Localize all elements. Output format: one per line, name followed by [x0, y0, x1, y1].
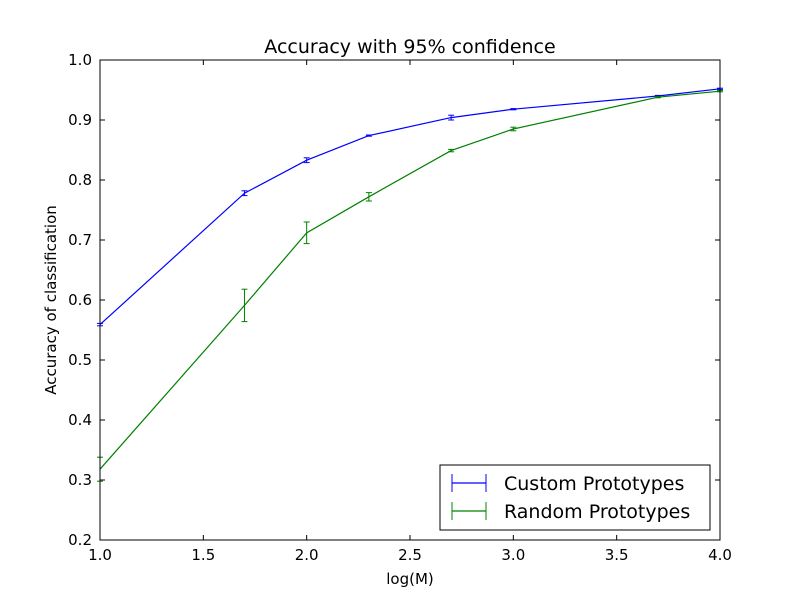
- x-tick-label: 3.5: [605, 546, 629, 564]
- legend-handle-1: [451, 502, 487, 520]
- plot-area: [97, 87, 723, 482]
- error-bar: [303, 221, 310, 245]
- error-bar: [241, 190, 248, 197]
- error-bar: [510, 108, 517, 111]
- y-tick-label: 0.9: [68, 111, 92, 129]
- y-tick-label: 0.6: [68, 291, 92, 309]
- y-tick-label: 0.7: [68, 231, 92, 249]
- y-tick-label: 0.8: [68, 171, 92, 189]
- legend-handle-0: [451, 474, 487, 492]
- chart-title: Accuracy with 95% confidence: [264, 36, 555, 58]
- error-bar: [365, 134, 372, 137]
- x-tick-label: 2.5: [398, 546, 422, 564]
- error-bar: [365, 192, 372, 202]
- y-tick-label: 0.2: [68, 531, 92, 549]
- x-tick-label: 1.5: [191, 546, 215, 564]
- error-bar: [448, 148, 455, 153]
- series-line-1: [99, 90, 721, 470]
- error-bar: [241, 288, 248, 323]
- y-tick-label: 0.5: [68, 351, 92, 369]
- legend-box: [439, 464, 711, 531]
- y-tick-label: 1.0: [68, 51, 92, 69]
- y-tick-label: 0.3: [68, 471, 92, 489]
- x-tick-label: 2.0: [295, 546, 319, 564]
- legend-label-1: Random Prototypes: [504, 501, 690, 523]
- error-bar: [510, 126, 517, 132]
- x-axis-label: log(M): [386, 570, 434, 588]
- x-tick-label: 3.0: [501, 546, 525, 564]
- y-tick-label: 0.4: [68, 411, 92, 429]
- y-axis-label: Accuracy of classification: [42, 205, 60, 395]
- legend: Custom Prototypes Random Prototypes: [439, 464, 711, 531]
- series-line-0: [99, 88, 721, 326]
- error-bar: [448, 114, 455, 121]
- error-bar: [303, 157, 310, 164]
- x-tick-label: 1.0: [88, 546, 112, 564]
- axis-ticks: 1.0 1.5 2.0 2.5 3.0 3.5 4.0 0.2 0.3 0.4 0.5 0.6 0.7 0…: [68, 51, 732, 564]
- legend-label-0: Custom Prototypes: [504, 473, 684, 495]
- error-bar: [654, 96, 661, 99]
- x-tick-label: 4.0: [708, 546, 732, 564]
